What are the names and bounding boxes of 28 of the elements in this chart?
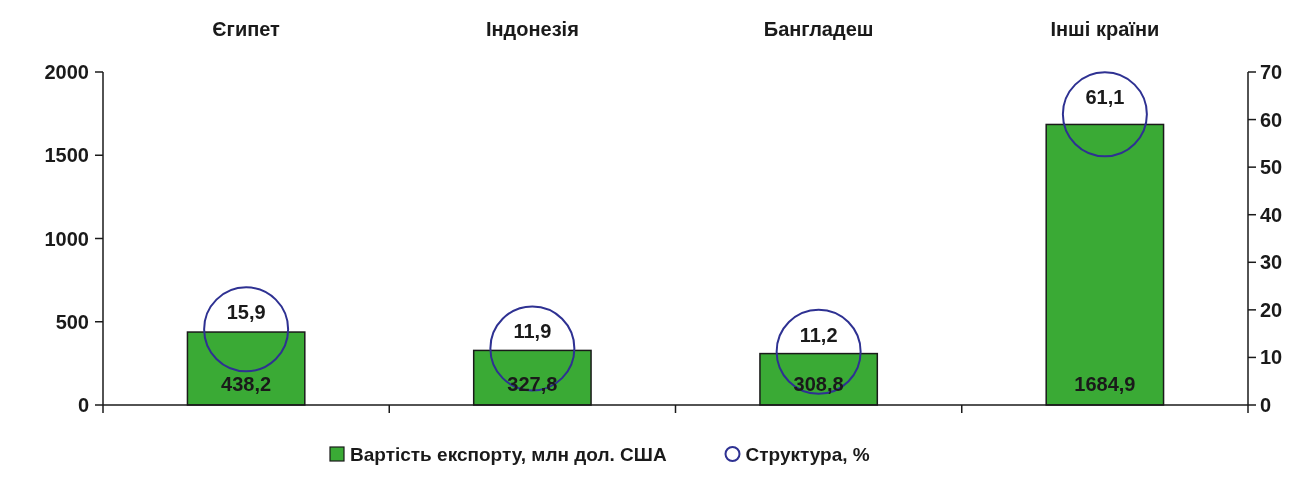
data-label: 61,1 — [1085, 86, 1125, 109]
x-tick-label: Інші країни — [1050, 18, 1160, 40]
y2-tick-label: 40 — [1260, 203, 1283, 226]
point — [1061, 71, 1148, 158]
y2-tick-label: 10 — [1260, 346, 1283, 369]
y-tick-label: 0 — [77, 394, 89, 416]
x-tick-label: Бангладеш — [763, 18, 874, 40]
data-label: 11,2 — [799, 323, 838, 346]
data-label: 438,2 — [221, 373, 272, 395]
legend-label: Вартість експорту, млн дол. США — [350, 444, 667, 465]
data-label: 11,9 — [513, 320, 552, 343]
point — [203, 286, 290, 373]
data-label: 15,9 — [226, 301, 266, 324]
x-tick-label: Індонезія — [485, 18, 579, 40]
y-tick-label: 500 — [55, 310, 89, 333]
y2-tick-label: 50 — [1260, 156, 1283, 179]
y2-tick-label: 70 — [1260, 61, 1283, 83]
y2-tick-label: 30 — [1260, 251, 1283, 274]
y-tick-label: 1000 — [44, 227, 89, 250]
y2-tick-label: 20 — [1260, 298, 1283, 321]
y-tick-label: 1500 — [44, 144, 89, 167]
legend-label: Структура, % — [745, 444, 870, 465]
y2-tick-label: 60 — [1260, 108, 1283, 131]
x-tick-label: Єгипет — [212, 18, 281, 40]
y-tick-label: 2000 — [44, 61, 89, 83]
y2-tick-label: 0 — [1260, 394, 1272, 416]
data-label: 1684,9 — [1074, 373, 1136, 395]
data-label: 308,8 — [793, 373, 844, 395]
